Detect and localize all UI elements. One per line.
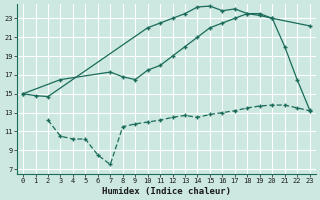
- X-axis label: Humidex (Indice chaleur): Humidex (Indice chaleur): [102, 187, 231, 196]
